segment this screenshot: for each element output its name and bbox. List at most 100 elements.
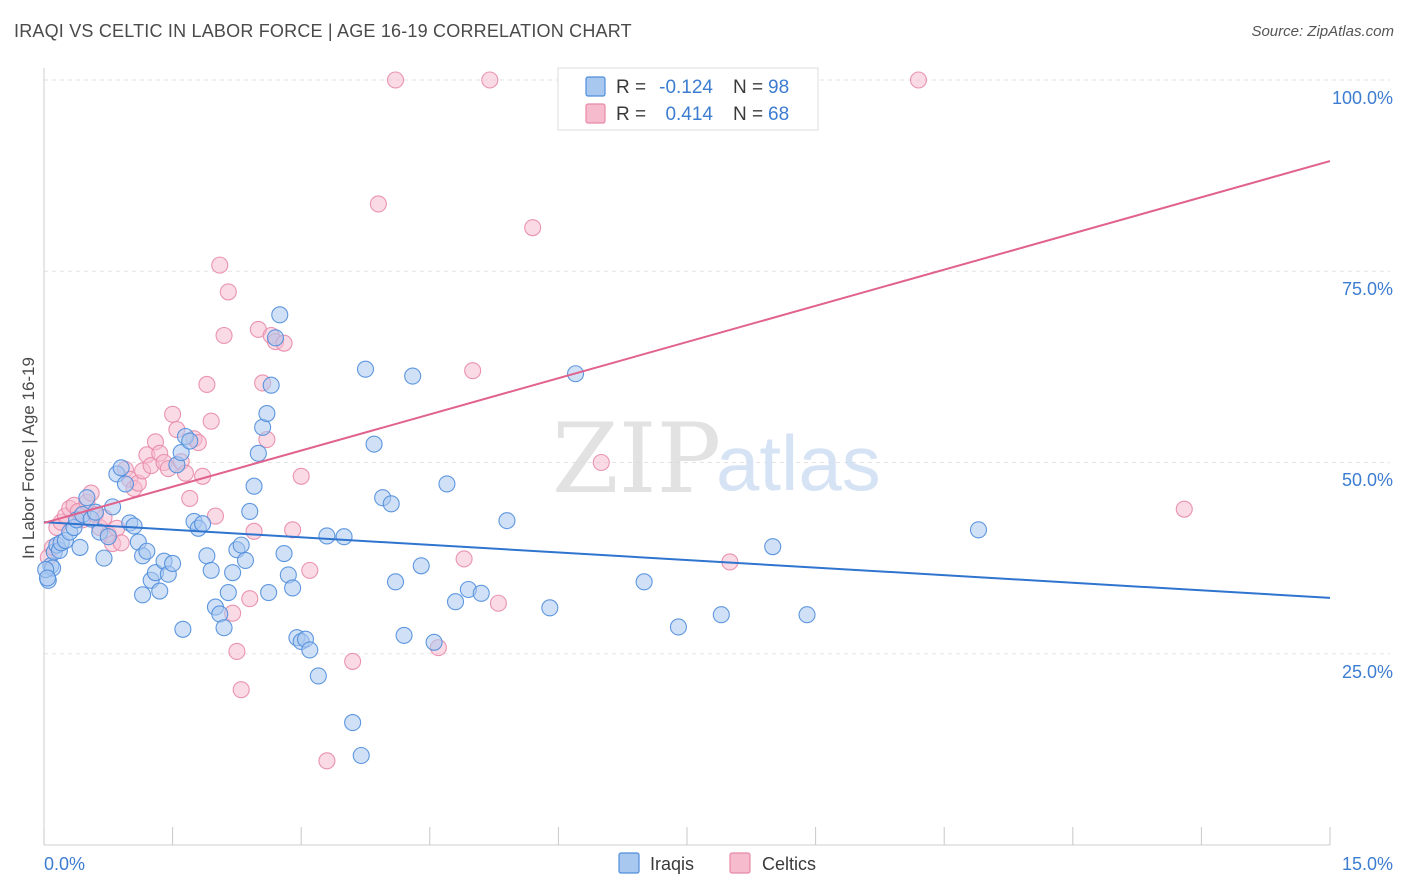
celtics-point-65 [592,453,610,472]
celtics-point-33 [181,489,199,508]
celtics-point-37 [198,375,216,394]
celtics-point-61 [455,550,473,568]
chart-title: IRAQI VS CELTIC IN LABOR FORCE | AGE 16-… [14,21,632,41]
iraqis-point-70 [352,746,370,765]
celtics-point-69 [481,71,499,89]
iraqis-point-85 [541,599,559,617]
iraqis-point-95 [174,620,192,638]
celtics-point-57 [318,752,336,770]
iraqis-point-81 [446,593,465,611]
iraqis-point-65 [301,641,319,659]
celtics-point-62 [464,362,482,380]
celtics-point-58 [344,652,362,670]
watermark: ZIP atlas [552,403,881,515]
iraqis-point-53 [249,444,267,462]
iraqis-point-30 [151,582,169,600]
iraqis-point-92 [969,521,988,539]
iraqis-point-41 [198,547,216,565]
iraqis-point-91 [798,606,816,624]
bottom-legend-label-celtics: Celtics [762,854,816,874]
iraqis-point-45 [215,619,233,637]
iraqis-point-80 [438,475,456,493]
iraqis-point-33 [164,554,182,573]
celtics-point-41 [215,326,233,345]
iraqis-point-67 [318,527,336,545]
legend-r-label-iraqis: R = [616,77,646,98]
series-legend: Iraqis Celtics [618,852,816,874]
celtics-point-70 [909,71,928,89]
axes [43,68,1331,846]
iraqis-point-37 [181,432,199,450]
celtics-point-29 [164,405,182,423]
iraqis-point-46 [219,583,237,602]
legend-r-label-celtics: R = [616,104,646,125]
iraqis-point-24 [125,517,143,535]
iraqis-point-97 [134,586,152,604]
bottom-legend-swatch-iraqis [618,852,640,874]
celtics-point-55 [292,467,310,485]
iraqis-point-35 [172,444,190,462]
iraqis-point-89 [712,606,730,624]
celtics-point-63 [489,594,507,612]
watermark-zip: ZIP [552,403,721,515]
celtics-point-67 [1175,500,1193,518]
iraqis-point-75 [386,573,405,591]
celtics-point-47 [245,522,263,540]
trend-lines [43,160,1331,599]
chart-source: Source: ZipAtlas.com [1251,23,1394,40]
iraqis-point-58 [271,306,289,324]
legend-swatch-iraqis [585,76,606,97]
celtics-point-42 [219,283,237,301]
iraqis-point-90 [764,538,782,556]
legend-swatch-celtics [585,103,606,124]
celtics-point-40 [211,256,229,274]
bottom-legend-swatch-celtics [729,852,751,874]
iraqis-point-66 [309,667,327,685]
celtics-point-56 [301,561,319,579]
x-tick-label-max: 15.0% [1342,854,1393,874]
legend-n-label-celtics: N = [733,104,763,125]
iraqis-point-88 [669,618,687,636]
y-tick-label-25: 25.0% [1342,662,1393,682]
y-axis-label: In Labor Force | Age 16-19 [19,357,38,559]
iraqis-point-71 [356,360,375,378]
correlation-legend: R = -0.124 N = 98 R = 0.414 N = 68 [557,67,819,131]
iraqis-point-27 [138,542,156,560]
legend-r-value-celtics: 0.414 [665,104,713,125]
iraqis-point-56 [262,376,280,394]
iraqis-point-61 [284,579,302,597]
iraqis-point-72 [365,435,383,453]
iraqis-point-59 [275,544,293,563]
iraqis-point-69 [344,714,362,732]
legend-r-value-iraqis: -0.124 [659,77,713,98]
iraqis-point-94 [38,569,56,587]
watermark-atlas: atlas [716,419,881,507]
celtics-point-38 [202,412,220,430]
iraqis-point-13 [78,489,96,507]
x-tick-label-min: 0.0% [44,854,85,874]
iraqis-point-76 [395,626,413,644]
celtics-point-45 [232,681,250,699]
bottom-legend-label-iraqis: Iraqis [650,854,694,874]
iraqis-point-79 [425,633,443,651]
iraqis-point-51 [241,502,259,521]
iraqis-point-87 [635,573,653,591]
iraqis-point-74 [382,495,400,513]
iraqis-point-22 [116,475,134,493]
legend-n-value-iraqis: 98 [768,77,789,98]
iraqis-point-55 [258,404,276,423]
iraqis-point-78 [412,557,430,575]
celtics-point-46 [241,590,259,608]
iraqis-point-57 [266,329,285,347]
iraqis-point-77 [404,367,422,385]
iraqis-point-50 [236,551,255,569]
iraqis-trend-line [43,521,1331,599]
celtics-point-59 [369,195,387,213]
iraqis-point-40 [194,515,212,533]
celtics-trend-line [43,160,1331,524]
y-tick-label-75: 75.0% [1342,279,1393,299]
iraqis-point-52 [245,477,263,495]
celtics-point-68 [386,71,405,89]
iraqis-point-42 [202,561,220,579]
iraqis-point-11 [71,538,89,556]
